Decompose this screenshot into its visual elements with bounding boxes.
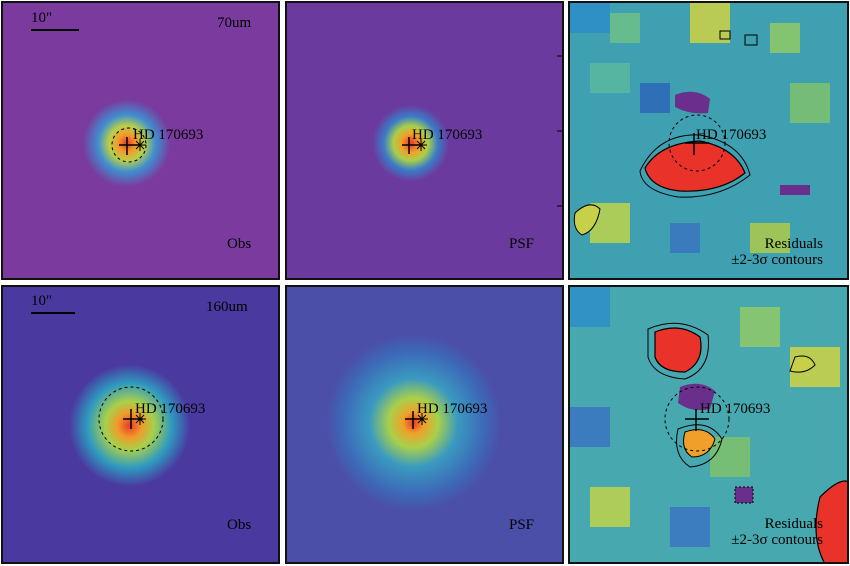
psf-label: PSF — [509, 517, 535, 533]
residuals-160um-image — [570, 287, 847, 562]
band-label: 70um — [217, 15, 252, 31]
panel-psf-70um: HD 170693 PSF — [285, 1, 564, 280]
source-label: HD 170693 — [133, 127, 204, 143]
residuals-label: Residuals — [764, 236, 823, 252]
panel-residuals-160um: HD 170693 Residuals ±2-3σ contours — [568, 285, 849, 564]
source-label: HD 170693 — [700, 401, 771, 417]
residuals-70um-image — [570, 3, 847, 278]
scalebar-label: 10" — [31, 10, 53, 26]
psf-label: PSF — [509, 236, 535, 252]
obs-160um-image — [3, 287, 278, 562]
psf-70um-image — [287, 3, 562, 278]
obs-label: Obs — [227, 236, 252, 252]
panel-psf-160um: HD 170693 PSF — [285, 285, 564, 564]
source-label: HD 170693 — [135, 401, 206, 417]
obs-70um-image — [3, 3, 278, 278]
source-label: HD 170693 — [417, 401, 488, 417]
source-label: HD 170693 — [412, 127, 483, 143]
band-label: 160um — [206, 299, 248, 315]
obs-label: Obs — [227, 517, 252, 533]
scalebar-label: 10" — [31, 293, 53, 309]
contours-label: ±2-3σ contours — [731, 252, 823, 268]
panel-obs-70um: 10" 70um HD 170693 Obs — [1, 1, 280, 280]
contours-label: ±2-3σ contours — [731, 532, 823, 548]
residuals-label: Residuals — [764, 516, 823, 532]
panel-residuals-70um: HD 170693 Residuals ±2-3σ contours — [568, 1, 849, 280]
source-label: HD 170693 — [696, 127, 767, 143]
psf-160um-image — [287, 287, 562, 562]
panel-obs-160um: 10" 160um HD 170693 Obs — [1, 285, 280, 564]
